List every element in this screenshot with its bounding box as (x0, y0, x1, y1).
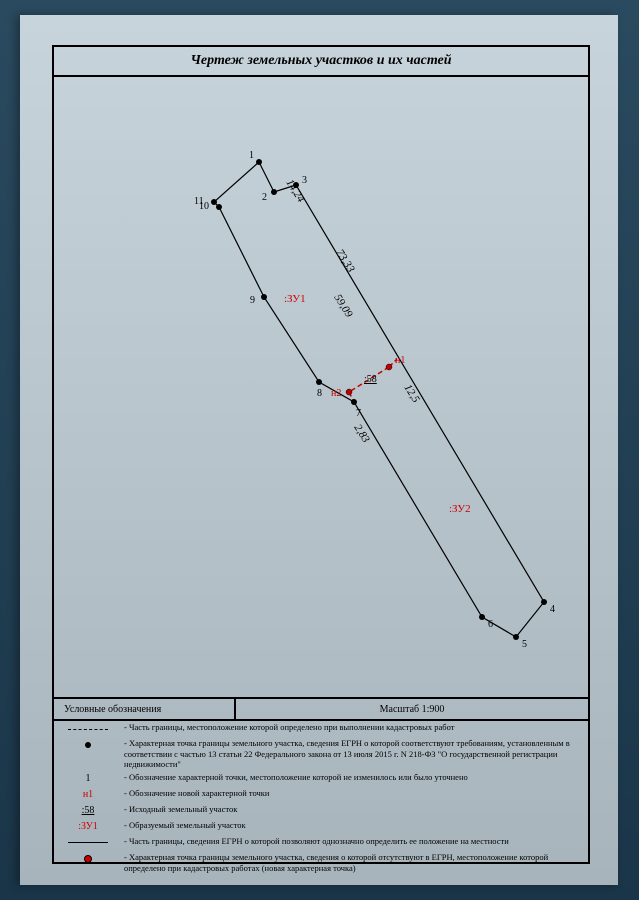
svg-text:н2: н2 (331, 388, 341, 399)
svg-text:1: 1 (249, 150, 254, 161)
legend-symbol: 1 (58, 772, 118, 786)
legend-row: н1- Обозначение новой характерной точки (54, 787, 588, 803)
legend-description: - Обозначение характерной точки, местопо… (118, 772, 584, 783)
title-row: Чертеж земельных участков и их частей (54, 47, 588, 77)
legend-symbol (58, 836, 118, 850)
paper-sheet: Чертеж земельных участков и их частей 12… (20, 15, 618, 885)
svg-text:59,09: 59,09 (331, 292, 355, 320)
legend-header-row: Условные обозначения Масштаб 1:900 (54, 699, 588, 721)
legend-row: - Характерная точка границы земельного у… (54, 737, 588, 771)
legend-description: - Характерная точка границы земельного у… (118, 852, 584, 873)
svg-text:2,83: 2,83 (351, 422, 372, 445)
plot-area: 1234567891011н1н2:58:ЗУ1:ЗУ214,2473,3359… (54, 77, 588, 699)
legend-row: - Часть границы, местоположение которой … (54, 721, 588, 737)
svg-text:4: 4 (550, 604, 555, 615)
legend-row: - Характерная точка границы земельного у… (54, 851, 588, 874)
legend-description: - Часть границы, сведения ЕГРН о которой… (118, 836, 584, 847)
photo-background: Чертеж земельных участков и их частей 12… (0, 0, 639, 900)
svg-text:3: 3 (302, 175, 307, 186)
scale-label: Масштаб 1:900 (236, 699, 588, 719)
legend-symbol (58, 738, 118, 752)
legend-description: - Исходный земельный участок (118, 804, 584, 815)
svg-text:2: 2 (262, 192, 267, 203)
svg-text:5: 5 (522, 639, 527, 650)
legend-description: - Обозначение новой характерной точки (118, 788, 584, 799)
legend-symbol: :58 (58, 804, 118, 818)
legend-symbol: н1 (58, 788, 118, 802)
svg-text:73,33: 73,33 (333, 247, 357, 275)
svg-text:9: 9 (250, 295, 255, 306)
legend-symbol: :ЗУ1 (58, 820, 118, 834)
document-frame: Чертеж земельных участков и их частей 12… (52, 45, 590, 864)
svg-text:н1: н1 (395, 355, 405, 366)
svg-text:6: 6 (488, 619, 493, 630)
legend-header-label: Условные обозначения (54, 699, 236, 719)
svg-text:12,5: 12,5 (401, 382, 422, 405)
cadastral-diagram: 1234567891011н1н2:58:ЗУ1:ЗУ214,2473,3359… (54, 77, 588, 697)
svg-text:7: 7 (356, 408, 361, 419)
legend-row: - Часть границы, сведения ЕГРН о которой… (54, 835, 588, 851)
svg-text::58: :58 (364, 374, 377, 385)
legend-description: - Характерная точка границы земельного у… (118, 738, 584, 770)
svg-text:11: 11 (194, 196, 204, 207)
legend-row: 1- Обозначение характерной точки, местоп… (54, 771, 588, 787)
legend-description: - Часть границы, местоположение которой … (118, 722, 584, 733)
svg-text:8: 8 (317, 388, 322, 399)
legend-symbol (58, 852, 118, 866)
legend-body: - Часть границы, местоположение которой … (54, 721, 588, 874)
legend-row: :58- Исходный земельный участок (54, 803, 588, 819)
document-title: Чертеж земельных участков и их частей (190, 53, 451, 69)
legend-description: - Образуемый земельный участок (118, 820, 584, 831)
svg-text::ЗУ1: :ЗУ1 (284, 293, 306, 305)
legend-symbol (58, 722, 118, 736)
legend-row: :ЗУ1- Образуемый земельный участок (54, 819, 588, 835)
svg-text::ЗУ2: :ЗУ2 (449, 503, 471, 515)
